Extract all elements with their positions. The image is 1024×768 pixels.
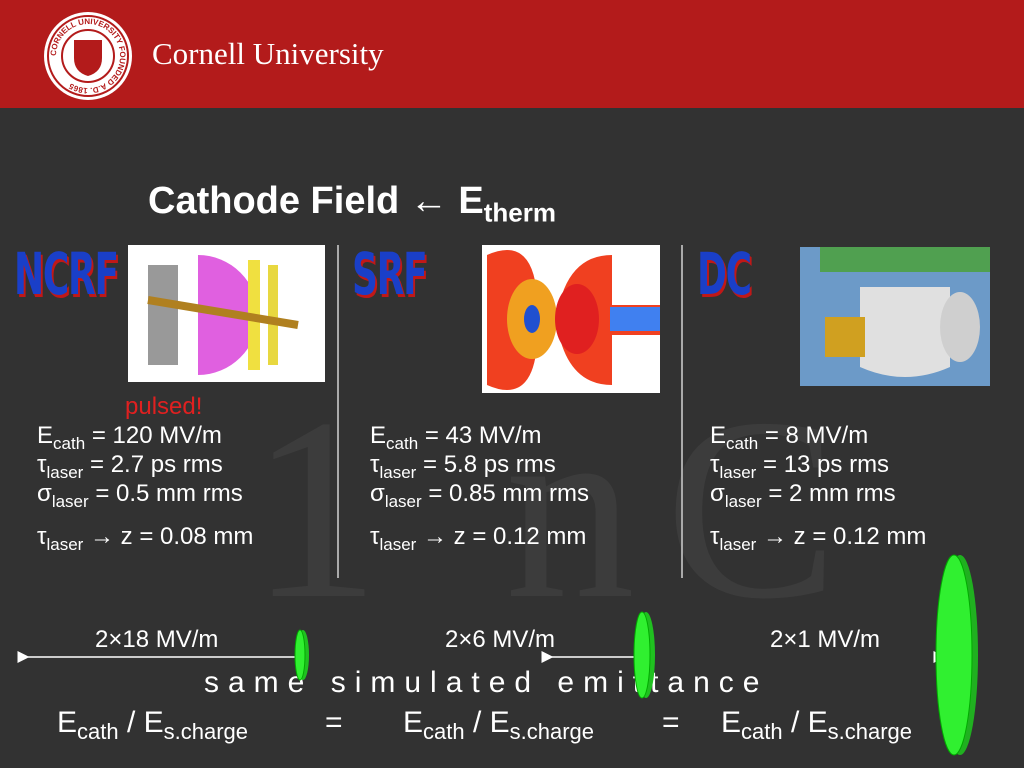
divider bbox=[681, 245, 683, 578]
watermark: 1 nC bbox=[250, 365, 869, 653]
param-line: τlaser = 2.7 ps rms bbox=[37, 451, 223, 483]
header-bar bbox=[0, 0, 1024, 108]
subscript: laser bbox=[384, 491, 422, 511]
divider-text: / E bbox=[782, 706, 828, 739]
divider-text: / E bbox=[118, 706, 164, 739]
symbol: E bbox=[57, 706, 78, 739]
value-text: → z = 0.12 mm bbox=[756, 523, 927, 550]
symbol: τ bbox=[370, 451, 380, 478]
value-text: = 0.5 mm rms bbox=[88, 480, 243, 507]
value-text: = 0.85 mm rms bbox=[421, 480, 590, 507]
subscript: cath bbox=[726, 433, 759, 453]
field-label: 2×1 MV/m bbox=[770, 626, 881, 653]
subscript: laser bbox=[719, 534, 757, 554]
symbol: τ bbox=[370, 523, 380, 550]
param-line: σlaser = 0.5 mm rms bbox=[37, 480, 243, 512]
param-line: Ecath = 8 MV/m bbox=[710, 422, 868, 454]
param-line: Ecath = 43 MV/m bbox=[370, 422, 542, 454]
symbol: σ bbox=[710, 480, 725, 507]
param-line: τlaser → z = 0.12 mm bbox=[710, 523, 926, 555]
value-text: = 120 MV/m bbox=[85, 422, 222, 449]
value-text: = 43 MV/m bbox=[418, 422, 542, 449]
equation-term: = bbox=[662, 706, 680, 740]
field-label: 2×18 MV/m bbox=[95, 626, 219, 653]
equation-term: Ecath / Es.charge bbox=[403, 706, 594, 745]
param-line: τlaser = 13 ps rms bbox=[710, 451, 889, 483]
value-text: = 8 MV/m bbox=[758, 422, 869, 449]
subscript: cath bbox=[53, 433, 86, 453]
value-text: = 2 mm rms bbox=[761, 480, 896, 507]
subscript: cath bbox=[423, 719, 465, 744]
symbol: τ bbox=[37, 523, 47, 550]
divider bbox=[337, 245, 339, 578]
subscript: laser bbox=[379, 462, 417, 482]
field-label: 2×6 MV/m bbox=[445, 626, 556, 653]
equals: = bbox=[662, 706, 680, 739]
slide-title: Cathode Field ← Etherm bbox=[148, 180, 556, 228]
dc-image bbox=[800, 247, 990, 386]
subscript: cath bbox=[386, 433, 419, 453]
subscript: s.charge bbox=[163, 719, 249, 744]
subscript: laser bbox=[724, 491, 762, 511]
equation-term: Ecath / Es.charge bbox=[721, 706, 912, 745]
value-text: → z = 0.12 mm bbox=[416, 523, 587, 550]
symbol: σ bbox=[37, 480, 52, 507]
value-text: → z = 0.08 mm bbox=[83, 523, 254, 550]
param-line: σlaser = 2 mm rms bbox=[710, 480, 896, 512]
pulsed-note: pulsed! bbox=[125, 393, 203, 420]
symbol: E bbox=[370, 422, 387, 449]
equation-term: Ecath / Es.charge bbox=[57, 706, 248, 745]
param-line: σlaser = 0.85 mm rms bbox=[370, 480, 589, 512]
value-text: = 13 ps rms bbox=[756, 451, 890, 478]
symbol: τ bbox=[710, 451, 720, 478]
field-graphics bbox=[17, 554, 978, 756]
param-line: Ecath = 120 MV/m bbox=[37, 422, 222, 454]
srf-image bbox=[482, 245, 660, 393]
symbol: σ bbox=[370, 480, 385, 507]
subscript: laser bbox=[46, 462, 84, 482]
param-line: τlaser = 5.8 ps rms bbox=[370, 451, 556, 483]
divider-text: / E bbox=[464, 706, 510, 739]
subscript: s.charge bbox=[509, 719, 595, 744]
value-text: = 5.8 ps rms bbox=[416, 451, 556, 478]
subscript: cath bbox=[741, 719, 783, 744]
value-text: = 2.7 ps rms bbox=[83, 451, 223, 478]
symbol: E bbox=[721, 706, 742, 739]
seal: CORNELL UNIVERSITY FOUNDED A.D. 1865 bbox=[44, 12, 132, 100]
param-line: τlaser → z = 0.12 mm bbox=[370, 523, 586, 555]
subscript: laser bbox=[379, 534, 417, 554]
subscript: laser bbox=[46, 534, 84, 554]
equals: = bbox=[325, 706, 343, 739]
subscript: laser bbox=[719, 462, 757, 482]
ncrf-image bbox=[128, 245, 325, 382]
symbol: E bbox=[710, 422, 727, 449]
param-line: τlaser → z = 0.08 mm bbox=[37, 523, 253, 555]
symbol: E bbox=[403, 706, 424, 739]
subscript: s.charge bbox=[827, 719, 913, 744]
subscript: cath bbox=[77, 719, 119, 744]
column-label: DC bbox=[697, 240, 752, 308]
symbol: τ bbox=[710, 523, 720, 550]
column-label: NCRF bbox=[14, 240, 119, 308]
symbol: τ bbox=[37, 451, 47, 478]
column-label: SRF bbox=[352, 240, 428, 308]
university-name: Cornell University bbox=[152, 36, 384, 71]
equation-term: = bbox=[325, 706, 343, 740]
subscript: laser bbox=[51, 491, 89, 511]
symbol: E bbox=[37, 422, 54, 449]
